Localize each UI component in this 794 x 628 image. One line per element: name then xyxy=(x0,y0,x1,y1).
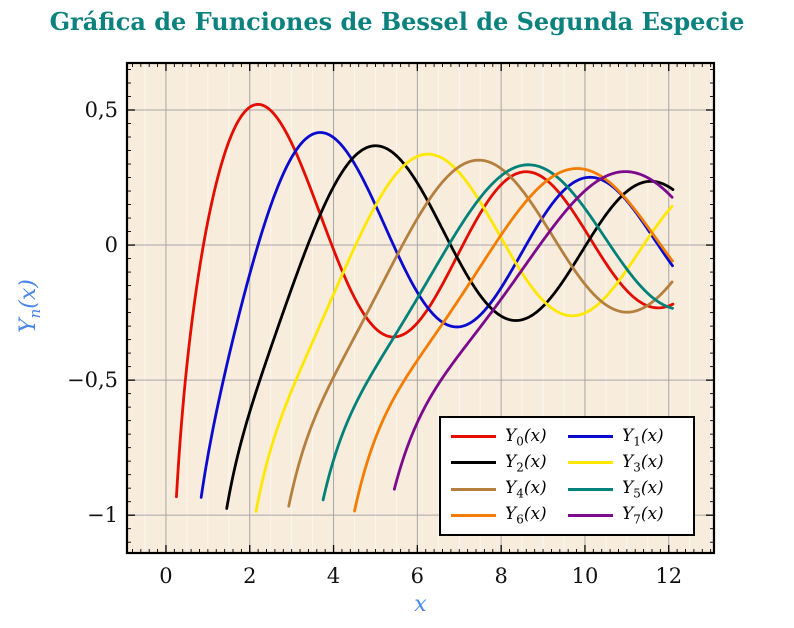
chart-title: Gráfica de Funciones de Bessel de Segund… xyxy=(49,7,745,36)
series-curve-Y3 xyxy=(254,152,674,513)
legend-line-sample xyxy=(568,461,613,465)
legend-item-label: Y1(x) xyxy=(622,425,664,449)
curves-group xyxy=(175,102,675,513)
y-tick-label: 0,5 xyxy=(85,98,118,122)
legend-item-Y5: Y5(x) xyxy=(568,478,685,500)
legend-item-Y4: Y4(x) xyxy=(451,478,568,500)
legend-line-sample xyxy=(451,487,496,491)
series-curve-Y6 xyxy=(353,167,674,513)
y-axis-label-sub: n xyxy=(26,308,45,319)
x-tick-label: 2 xyxy=(243,564,256,588)
legend-item-label: Y0(x) xyxy=(505,425,547,449)
series-curve-Y7 xyxy=(392,170,674,491)
x-axis-label-text: x xyxy=(414,592,427,617)
legend: Y0(x) Y1(x) Y2(x) Y3(x) Y4(x) Y5(x) Y6(x) Y7(x) xyxy=(439,416,695,536)
legend-item-Y6: Y6(x) xyxy=(451,504,568,526)
series-curve-Y4 xyxy=(287,158,674,508)
legend-line-sample xyxy=(568,487,613,491)
x-tick-label: 6 xyxy=(411,564,424,588)
legend-item-label: Y5(x) xyxy=(622,477,664,501)
legend-item-Y2: Y2(x) xyxy=(451,452,568,474)
legend-item-label: Y2(x) xyxy=(505,451,547,475)
y-axis-label: Yn(x) xyxy=(16,279,44,333)
legend-line-sample xyxy=(568,513,613,517)
x-tick-label: 0 xyxy=(159,564,172,588)
x-tick-label: 10 xyxy=(572,564,599,588)
y-axis-label-base: Y xyxy=(15,318,41,333)
y-tick-label: −0,5 xyxy=(67,368,118,392)
legend-item-Y1: Y1(x) xyxy=(568,426,685,448)
legend-item-Y7: Y7(x) xyxy=(568,504,685,526)
legend-line-sample xyxy=(451,461,496,465)
series-curve-Y1 xyxy=(199,131,674,499)
x-tick-label: 4 xyxy=(327,564,340,588)
x-tick-label: 12 xyxy=(655,564,682,588)
legend-line-sample xyxy=(451,435,496,439)
legend-item-label: Y3(x) xyxy=(622,451,664,475)
plot-border xyxy=(125,61,716,555)
legend-item-label: Y6(x) xyxy=(505,503,547,527)
y-tick-label: −1 xyxy=(87,503,118,527)
legend-item-Y0: Y0(x) xyxy=(451,426,568,448)
y-axis-label-args: (x) xyxy=(15,279,41,309)
legend-item-label: Y4(x) xyxy=(505,477,547,501)
series-curve-Y5 xyxy=(321,163,674,502)
legend-item-Y3: Y3(x) xyxy=(568,452,685,474)
x-tick-label: 8 xyxy=(494,564,507,588)
y-tick-label: 0 xyxy=(105,233,118,257)
legend-item-label: Y7(x) xyxy=(622,503,664,527)
x-axis-label: x xyxy=(127,592,714,617)
legend-line-sample xyxy=(451,513,496,517)
legend-line-sample xyxy=(568,435,613,439)
